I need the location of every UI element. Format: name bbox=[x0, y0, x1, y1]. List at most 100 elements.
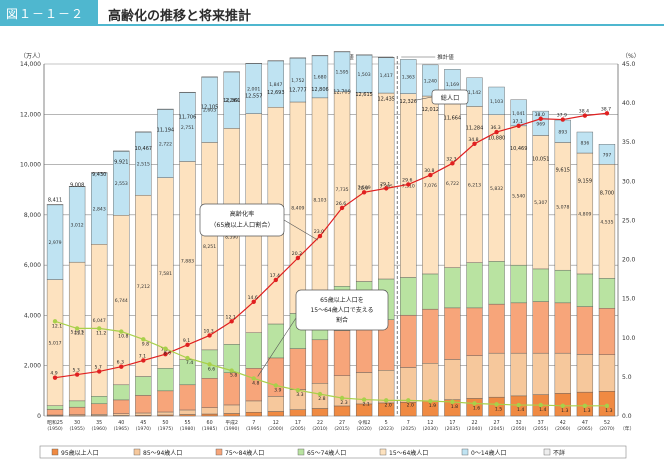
bar-segment-age0 bbox=[576, 131, 594, 154]
bar-segment-age75 bbox=[576, 306, 594, 355]
line-value-label: 7.4 bbox=[186, 360, 193, 366]
line-point-share bbox=[295, 387, 301, 393]
line-value-label: 36.3 bbox=[490, 125, 500, 131]
bar-segment-age85 bbox=[554, 352, 571, 394]
line-point-rate bbox=[406, 182, 411, 187]
line-point-share bbox=[406, 398, 411, 403]
left-tick-label: 8,000 bbox=[24, 212, 41, 219]
bar-segment-age75 bbox=[135, 395, 152, 414]
x-tick-year: (1990) bbox=[224, 426, 239, 432]
line-value-label: 14.6 bbox=[248, 295, 258, 301]
line-point-rate bbox=[582, 113, 588, 118]
left-tick-label: 12,000 bbox=[20, 111, 41, 118]
bar-value-label: 5,017 bbox=[48, 341, 61, 347]
bar-value-label: 6,722 bbox=[446, 181, 459, 187]
bar-value-label: 8,590 bbox=[225, 234, 238, 240]
bar-value-label: 6,047 bbox=[93, 318, 106, 324]
right-axis-unit: （%） bbox=[622, 53, 640, 60]
total-label: 11,284 bbox=[466, 125, 484, 131]
bar-value-label: 1,417 bbox=[380, 73, 393, 79]
bar-segment-age65 bbox=[598, 278, 616, 309]
bar-value-label: 7,076 bbox=[424, 183, 437, 189]
legend-label-age95: 95歳以上人口 bbox=[61, 449, 99, 457]
line-value-label: 2.0 bbox=[385, 402, 392, 408]
right-tick-label: 0.0 bbox=[622, 413, 632, 420]
total-label: 11,664 bbox=[444, 116, 462, 122]
bar-segment-age85 bbox=[378, 370, 395, 404]
x-tick-label: 55 bbox=[184, 420, 190, 426]
bar-segment-age65 bbox=[245, 332, 262, 369]
bar-value-label: 7,509 bbox=[358, 185, 371, 191]
line-point-share bbox=[472, 401, 477, 406]
x-tick-year: (2060) bbox=[555, 426, 570, 432]
line-value-label: 17.4 bbox=[270, 273, 280, 279]
bar-value-label: 2,603 bbox=[203, 108, 216, 114]
total-label: 10,469 bbox=[510, 146, 528, 152]
line-value-label: 9.8 bbox=[142, 341, 149, 347]
callout-rate-pointer bbox=[283, 219, 319, 241]
line-value-label: 26.6 bbox=[336, 201, 346, 207]
total-label: 12,709 bbox=[333, 89, 351, 95]
bar-value-label: 8,409 bbox=[291, 206, 304, 212]
total-label: 12,777 bbox=[289, 88, 307, 94]
bar-segment-age85 bbox=[598, 354, 616, 392]
line-value-label: 3.9 bbox=[274, 387, 281, 393]
total-label: 12,326 bbox=[400, 99, 418, 105]
x-tick-year: (1985) bbox=[202, 426, 217, 432]
bar-value-label: 8,251 bbox=[203, 244, 216, 250]
left-axis-unit: （万人） bbox=[20, 53, 44, 60]
total-label: 12,806 bbox=[311, 87, 329, 93]
x-tick-year: (2040) bbox=[467, 426, 482, 432]
line-value-label: 2.0 bbox=[407, 402, 414, 408]
line-point-rate bbox=[339, 205, 345, 211]
line-point-rate bbox=[295, 255, 301, 261]
line-value-label: 29.6 bbox=[402, 177, 412, 183]
bar-value-label: 5,307 bbox=[534, 200, 547, 206]
line-value-label: 28.6 bbox=[358, 185, 368, 191]
bar-value-label: 1,041 bbox=[512, 111, 525, 117]
figure-number: 図１－１－２ bbox=[6, 7, 85, 21]
bar-value-label: 7,883 bbox=[181, 259, 194, 265]
line-value-label: 1.4 bbox=[539, 407, 546, 413]
callout-share-pointer bbox=[257, 317, 297, 377]
line-value-label: 30.8 bbox=[424, 168, 434, 174]
x-tick-label: 12 bbox=[427, 420, 433, 426]
x-axis-unit: （年） bbox=[620, 425, 634, 432]
total-label: 9,008 bbox=[70, 183, 84, 189]
callout-rate: 高齢化率 bbox=[230, 210, 255, 218]
x-tick-label: 平成2 bbox=[225, 419, 238, 426]
bar-value-label: 1,103 bbox=[490, 99, 503, 105]
x-tick-label: 35 bbox=[96, 420, 102, 426]
x-tick-year: (2050) bbox=[511, 426, 526, 432]
x-tick-year: (1955) bbox=[69, 426, 84, 432]
x-tick-label: 7 bbox=[252, 420, 255, 426]
bar-segment-age95 bbox=[311, 408, 329, 417]
bar-segment-age85 bbox=[422, 363, 439, 402]
right-tick-label: 30.0 bbox=[622, 178, 636, 185]
legend-swatch-age15 bbox=[379, 448, 387, 456]
bar-segment-age75 bbox=[598, 308, 616, 355]
legend-swatch-age85 bbox=[133, 448, 141, 456]
left-tick-label: 4,000 bbox=[24, 312, 41, 319]
line-point-share bbox=[383, 398, 389, 403]
bar-segment-age75 bbox=[46, 409, 64, 416]
line-value-label: 6.3 bbox=[117, 360, 124, 366]
line-point-share bbox=[141, 337, 146, 342]
bar-value-label: 1,503 bbox=[358, 72, 371, 78]
bar-value-label: 2,843 bbox=[93, 206, 106, 212]
total-label: 11,706 bbox=[179, 115, 197, 121]
bar-segment-age85 bbox=[201, 407, 218, 415]
bar-value-label: 3,012 bbox=[71, 222, 84, 228]
line-value-label: 1.5 bbox=[495, 406, 502, 412]
total-label: 9,430 bbox=[92, 172, 106, 178]
line-point-share bbox=[538, 402, 543, 408]
bar-segment-age65 bbox=[532, 268, 549, 302]
bar-segment-age65 bbox=[466, 262, 483, 309]
x-tick-label: 22 bbox=[471, 420, 477, 426]
bar-segment-age75 bbox=[91, 403, 108, 415]
line-point-share bbox=[361, 397, 367, 402]
line-point-rate bbox=[251, 299, 256, 304]
line-point-share bbox=[207, 362, 212, 367]
x-tick-label: 7 bbox=[407, 420, 410, 426]
total-label: 12,557 bbox=[245, 93, 263, 99]
